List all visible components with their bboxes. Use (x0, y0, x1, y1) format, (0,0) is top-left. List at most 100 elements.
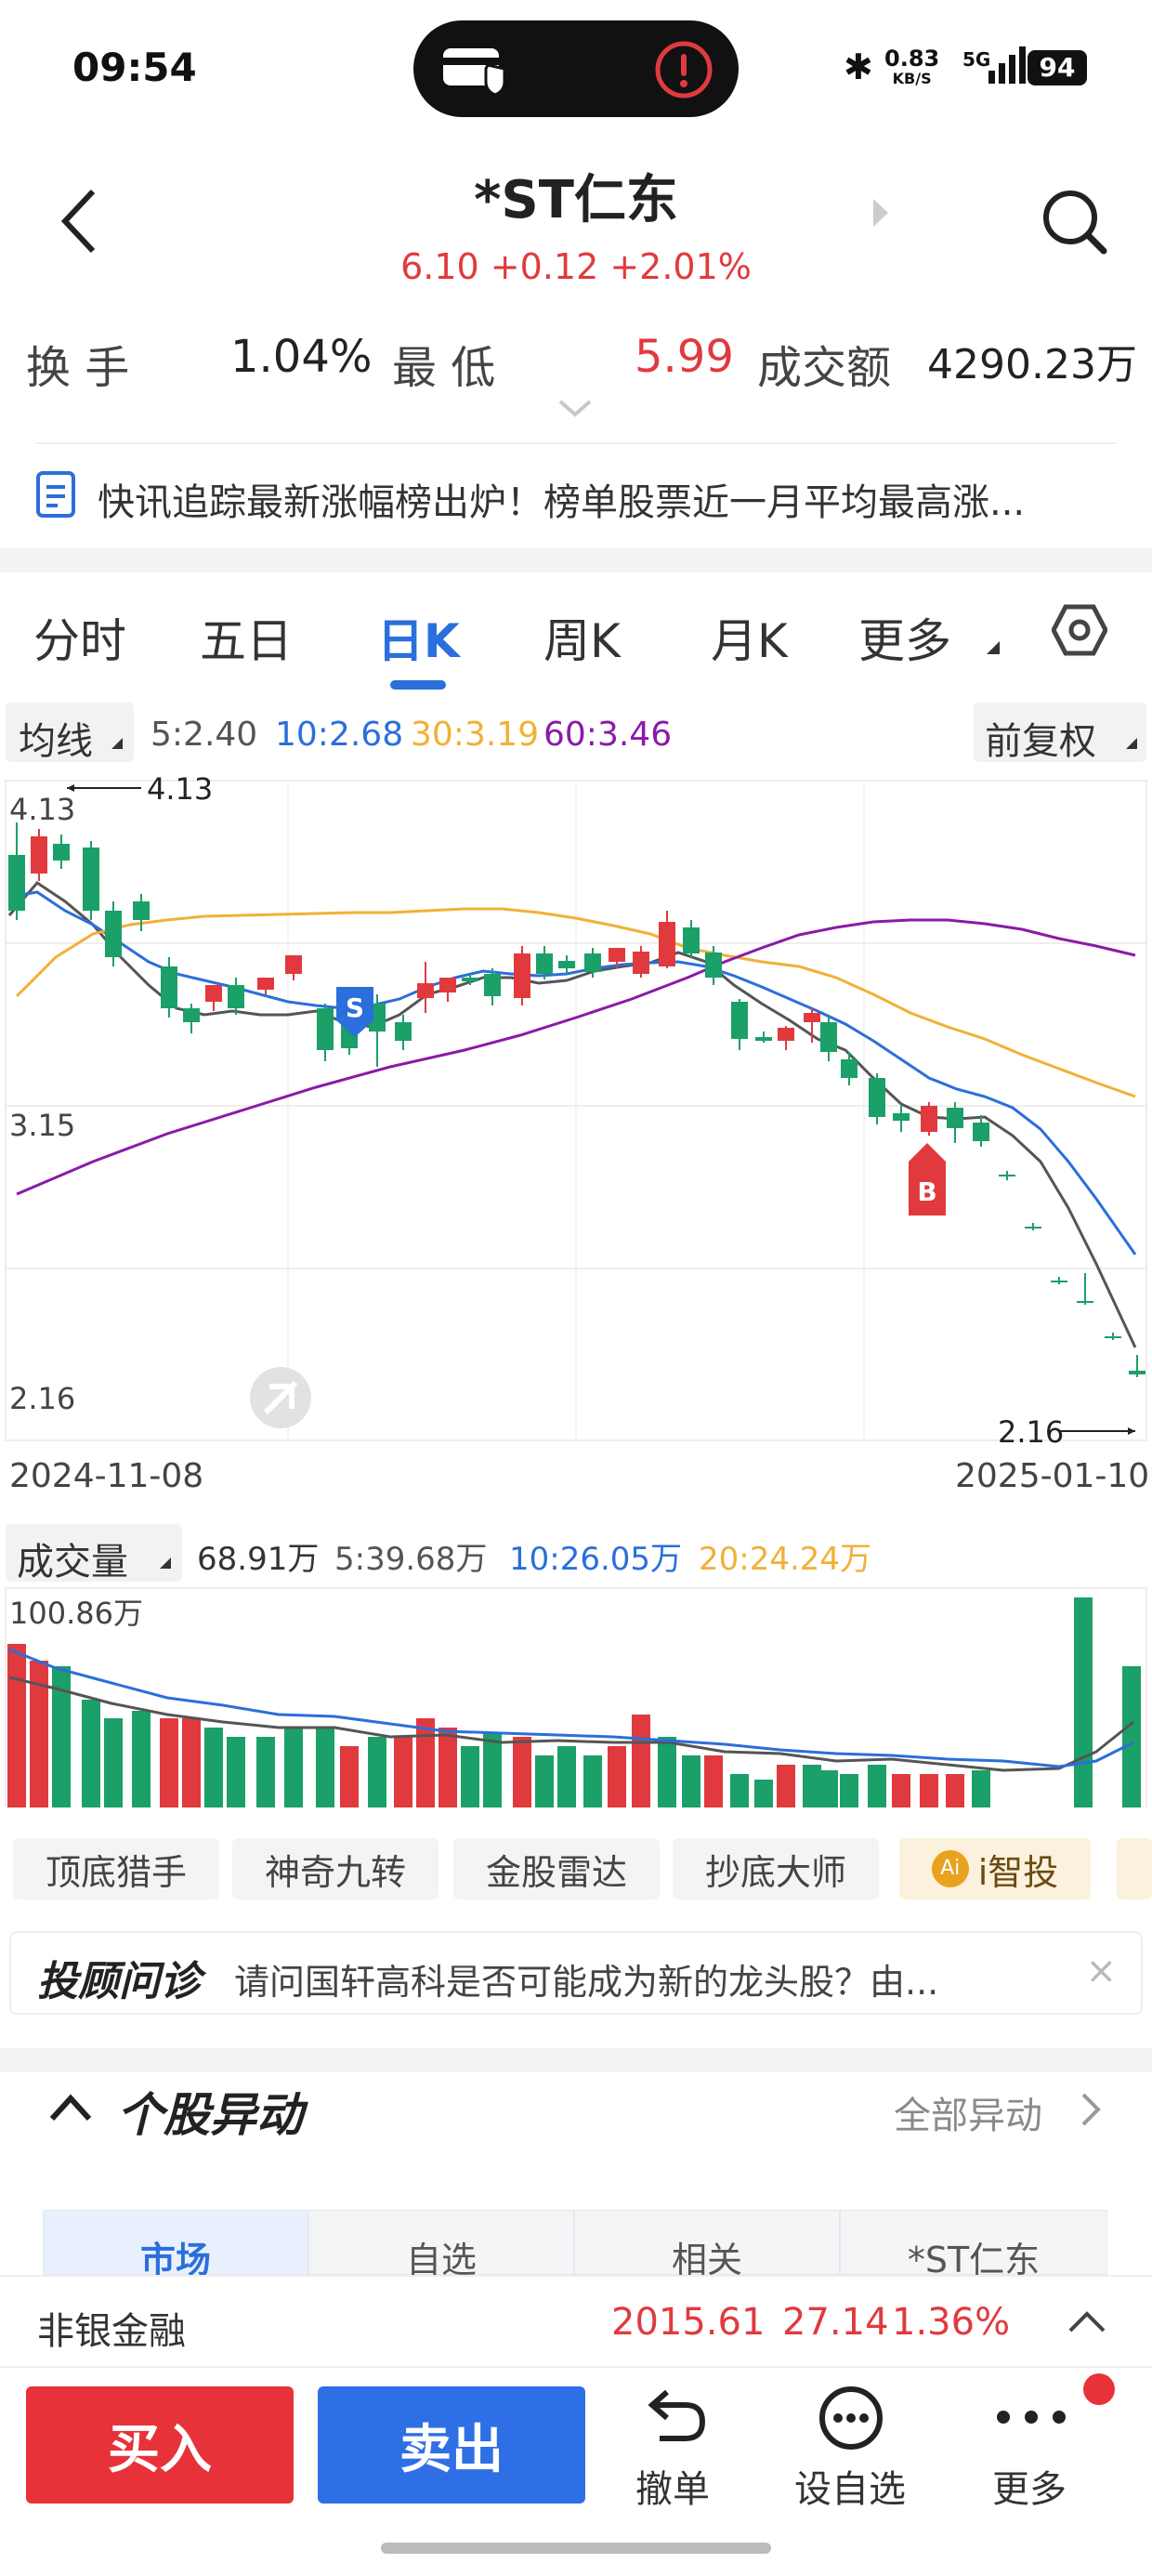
tool-pill-magic-nine[interactable]: 神奇九转 (232, 1838, 439, 1899)
buy-signal-label: B (917, 1176, 936, 1207)
turnover-label: 换 手 (26, 342, 130, 394)
subtab-watchlist[interactable]: 自选 (308, 2210, 574, 2280)
all-abnormal-link[interactable]: 全部异动 (894, 2095, 1042, 2137)
tab-five-day[interactable]: 五日 (200, 614, 293, 668)
candle-body (778, 1028, 794, 1041)
ma10-value: 10:2.68 (275, 716, 404, 754)
expand-chevron-icon[interactable] (557, 398, 593, 420)
volume-selector[interactable]: 成交量 (6, 1524, 182, 1584)
candle-body (133, 901, 150, 920)
volume-bar (256, 1737, 275, 1807)
candle-body (183, 1008, 200, 1022)
next-chevron-icon[interactable] (871, 197, 890, 229)
sell-signal-marker[interactable]: S (336, 987, 373, 1037)
dynamic-island (413, 20, 739, 117)
candle-body (1051, 1281, 1067, 1282)
volume-bar (803, 1765, 821, 1807)
tab-daily-k[interactable]: 日K (377, 614, 460, 668)
volume-bar (1122, 1666, 1141, 1807)
index-change: 27.14 (782, 2301, 889, 2344)
sell-signal-label: S (346, 992, 364, 1023)
add-watchlist-button[interactable]: 设自选 (794, 2468, 906, 2511)
index-row[interactable]: 非银金融 2015.61 27.14 1.36% (0, 2275, 1152, 2368)
volume-bar (132, 1711, 151, 1807)
signal-label: 5G (962, 48, 991, 71)
more-button[interactable]: 更多 (992, 2468, 1067, 2511)
volume-bar (340, 1746, 359, 1807)
divider (35, 442, 1117, 444)
watchlist-dots-icon[interactable] (818, 2385, 884, 2451)
buy-button[interactable]: 买入 (26, 2386, 294, 2504)
kline-chart[interactable]: 4.13 4.13 3.15 2.16 2.16 S B (0, 771, 1152, 1450)
tool-pill-gold-radar[interactable]: 金股雷达 (453, 1838, 660, 1899)
subtab-market-label: 市场 (139, 2240, 211, 2280)
tab-weekly-k[interactable]: 周K (543, 614, 621, 668)
kline-ma-line-1 (8, 890, 1137, 1255)
tool-pill-partial[interactable] (1117, 1838, 1152, 1899)
subtab-watchlist-label: 自选 (405, 2240, 477, 2280)
volume-bar (892, 1774, 910, 1807)
tool-pill-bottom-hunter[interactable]: 顶底猎手 (13, 1838, 219, 1899)
ma-selector[interactable]: 均线 (6, 703, 134, 763)
subtab-stock[interactable]: *ST仁东 (840, 2210, 1107, 2280)
price-line: 6.10 +0.12 +2.01% (400, 246, 752, 287)
candle-body (53, 844, 70, 861)
news-ticker[interactable]: 快讯追踪最新涨幅榜出炉！榜单股票近一月平均最高涨... (98, 481, 1026, 524)
volume-ma-line-1 (8, 1648, 1134, 1768)
signal-bars-icon (988, 46, 1026, 84)
ma-selector-label: 均线 (19, 720, 93, 763)
volume-bar (82, 1700, 100, 1807)
volume-bar (777, 1765, 795, 1807)
tab-more[interactable]: 更多 (858, 614, 951, 668)
kline-low-label: 2.16 (998, 1414, 1064, 1450)
tab-monthly-k[interactable]: 月K (711, 614, 788, 668)
candle-body (705, 953, 722, 978)
more-dots-icon[interactable] (994, 2407, 1068, 2427)
advisor-brand: 投顾问诊 (37, 1958, 201, 2005)
volume-bar (30, 1661, 48, 1807)
candle-body (205, 985, 222, 1002)
adjust-selector[interactable]: 前复权 (974, 703, 1146, 763)
section-title: 个股异动 (117, 2088, 303, 2142)
search-icon[interactable] (1039, 186, 1109, 256)
subtab-related[interactable]: 相关 (574, 2210, 840, 2280)
volume-bar (394, 1737, 412, 1807)
wallet-shield-icon (443, 48, 506, 97)
close-icon[interactable]: × (1085, 1950, 1117, 1992)
candle-body (484, 974, 501, 996)
collapse-chevron-icon[interactable] (48, 2091, 93, 2123)
caret-icon (1126, 738, 1137, 749)
candle-body (257, 978, 274, 990)
volume-bar (704, 1755, 723, 1807)
ma5-value: 5:2.40 (151, 716, 258, 754)
caret-icon (111, 738, 123, 749)
cancel-order-button[interactable]: 撤单 (635, 2468, 710, 2511)
candle-body (317, 1008, 334, 1050)
undo-icon[interactable] (639, 2385, 710, 2446)
chart-settings-icon[interactable] (1052, 602, 1107, 658)
volume-chart[interactable]: 100.86万 (0, 1584, 1152, 1807)
advisor-banner[interactable]: 投顾问诊 请问国轩高科是否可能成为新的龙头股？由... × (9, 1931, 1143, 2015)
expand-up-icon[interactable] (1067, 2308, 1107, 2334)
candle-body (1129, 1371, 1145, 1374)
tool-pill-ai-invest[interactable]: Ai i智投 (899, 1838, 1091, 1899)
tab-intraday[interactable]: 分时 (33, 614, 126, 668)
back-chevron-icon[interactable] (56, 186, 102, 256)
volume-bar (583, 1755, 602, 1807)
candle-body (804, 1013, 820, 1022)
index-value: 2015.61 (611, 2301, 766, 2344)
volume-selector-label: 成交量 (17, 1541, 128, 1584)
volume-bar (104, 1718, 123, 1807)
candle-body (947, 1108, 963, 1128)
chevron-right-icon[interactable] (1080, 2091, 1102, 2128)
subtab-stock-label: *ST仁东 (907, 2240, 1041, 2280)
subtab-market[interactable]: 市场 (43, 2210, 308, 2280)
sell-button[interactable]: 卖出 (318, 2386, 585, 2504)
kline-axis-top: 4.13 (9, 792, 75, 827)
status-time: 09:54 (72, 45, 197, 90)
volume-bar (682, 1755, 700, 1807)
volume-bar (557, 1746, 576, 1807)
volume-ma5: 5:39.68万 (334, 1541, 488, 1578)
buy-signal-marker[interactable]: B (909, 1143, 946, 1216)
tool-pill-bottom-master[interactable]: 抄底大师 (673, 1838, 879, 1899)
